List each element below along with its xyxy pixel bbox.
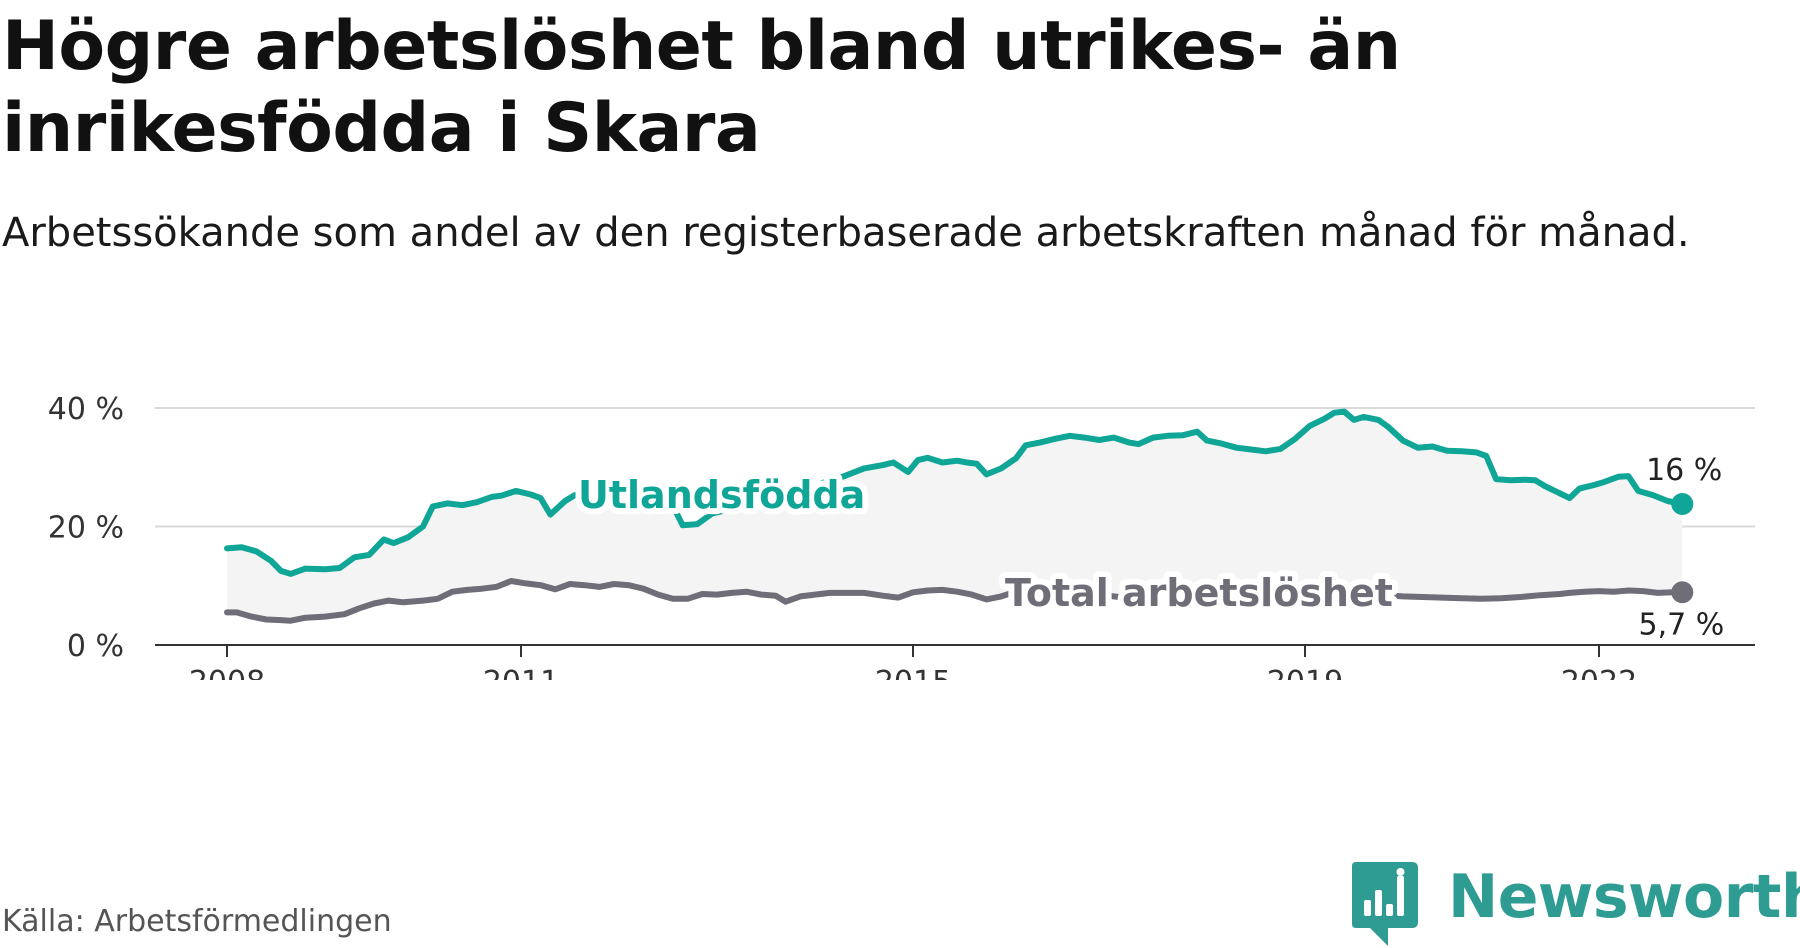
series-label-utlandsfodda-halo: Utlandsfödda [578, 473, 865, 517]
end-label-total: 5,7 % [1639, 607, 1725, 642]
line-chart: 0 % 20 % 40 % 2008 2011 2015 2019 2022 16 % 5,7 … [48, 392, 1755, 680]
endpoint-total [1671, 581, 1694, 604]
series-lines [224, 408, 1694, 624]
range-band-area [227, 411, 1683, 621]
y-tick-label: 20 % [48, 511, 124, 546]
range-band [227, 411, 1683, 621]
brand-logo-block: Newsworthy [1348, 860, 1800, 948]
series-label-total-halo: Total arbetslöshet [1005, 571, 1393, 615]
x-tick-label: 2019 [1267, 665, 1343, 680]
source-note: Källa: Arbetsförmedlingen [2, 904, 392, 939]
series-line-utlandsfodda [224, 408, 1686, 577]
series-label-total: Total arbetslöshet [1005, 571, 1393, 615]
newsworthy-logo-icon [1352, 862, 1418, 946]
y-tick-label: 40 % [48, 392, 124, 427]
brand-name: Newsworthy [1448, 862, 1800, 932]
x-tick-label: 2015 [875, 665, 951, 680]
axes: 0 % 20 % 40 % 2008 2011 2015 2019 2022 [48, 392, 1755, 680]
x-tick-label: 2022 [1561, 665, 1637, 680]
y-tick-label: 0 % [67, 629, 124, 664]
end-label-utlandsfodda: 16 % [1646, 453, 1722, 488]
endpoint-utlandsfodda [1671, 492, 1694, 515]
end-label-bg-total [1628, 606, 1725, 643]
series-label-utlandsfodda: Utlandsfödda [578, 473, 865, 517]
chart-subtitle: Arbetssökande som andel av den registerb… [2, 210, 1690, 256]
chart-title: Högre arbetslöshet bland utrikes- än inr… [2, 7, 1401, 168]
x-tick-label: 2011 [483, 665, 559, 680]
x-tick-label: 2008 [189, 665, 265, 680]
series-line-total [224, 578, 1686, 624]
